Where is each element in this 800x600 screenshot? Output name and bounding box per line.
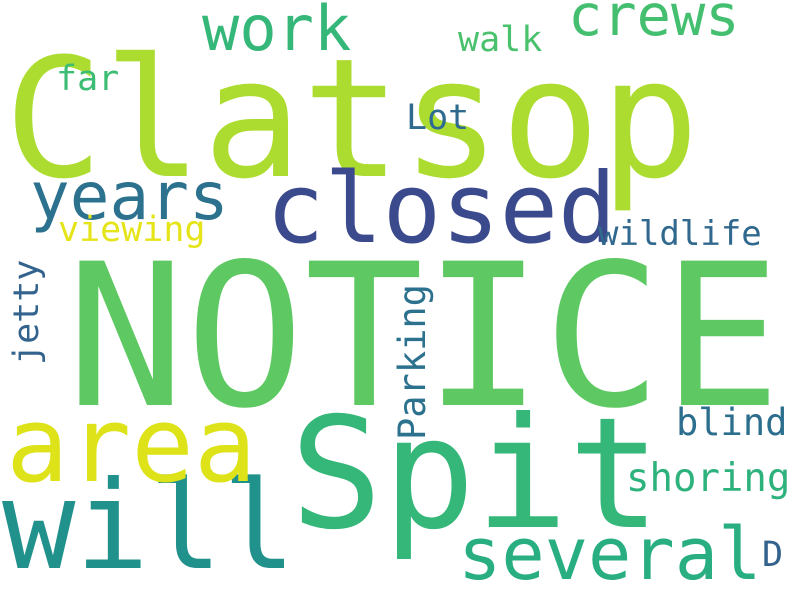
word-work: work: [202, 0, 352, 65]
word-shoring: shoring: [626, 456, 791, 501]
word-far: far: [56, 59, 120, 99]
word-crews: crews: [568, 0, 740, 49]
word-clatsop: Clatsop: [4, 23, 700, 215]
word-blind: blind: [676, 401, 788, 444]
word-walk: walk: [458, 20, 543, 60]
word-viewing: viewing: [58, 210, 206, 250]
word-lot: Lot: [406, 98, 470, 138]
word-d: D: [762, 535, 784, 575]
word-area: area: [6, 384, 257, 506]
word-notice: NOTICE: [66, 221, 782, 452]
word-several: several: [458, 512, 762, 596]
word-spit: Spit: [290, 385, 661, 564]
word-years: years: [30, 158, 229, 235]
word-closed: closed: [266, 152, 617, 265]
word-parking: Parking: [391, 284, 434, 440]
word-wildlife: wildlife: [598, 214, 762, 254]
word-will: will: [2, 455, 296, 597]
word-jetty: jetty: [7, 259, 47, 365]
